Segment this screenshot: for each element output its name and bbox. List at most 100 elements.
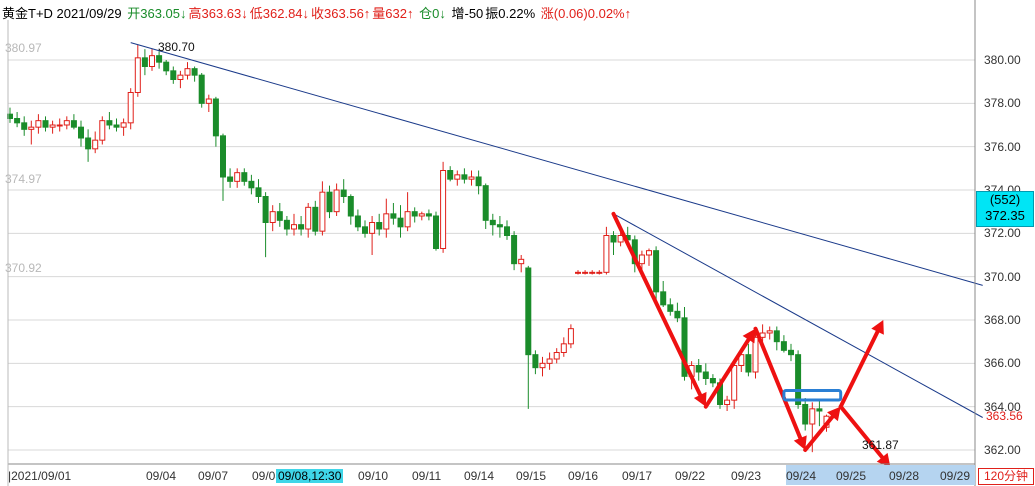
candle[interactable] [191,66,198,82]
candle[interactable] [518,255,525,273]
candle[interactable] [674,302,681,323]
candle[interactable] [461,168,468,184]
candle[interactable] [227,168,234,188]
candle[interactable] [511,231,518,271]
candle[interactable] [156,51,163,69]
trendline[interactable] [613,213,983,418]
candle[interactable] [220,133,226,201]
candle[interactable] [752,330,759,379]
candle[interactable] [376,213,383,236]
candle[interactable] [425,209,432,221]
candle[interactable] [141,49,148,76]
candle[interactable] [347,194,354,225]
candle[interactable] [724,395,731,411]
candle[interactable] [198,73,205,108]
candle[interactable] [56,118,63,132]
candle[interactable] [14,112,21,128]
candle[interactable] [475,170,482,195]
candle[interactable] [646,248,652,266]
candle[interactable] [681,307,688,381]
candle[interactable] [660,281,667,307]
candle[interactable] [63,116,70,130]
candle[interactable] [773,326,780,351]
candle[interactable] [539,356,546,377]
candle[interactable] [241,168,248,186]
candle[interactable] [418,211,425,221]
candle[interactable] [468,170,475,186]
candle[interactable] [78,120,84,147]
candle[interactable] [312,200,319,236]
candle[interactable] [496,216,503,238]
candle[interactable] [433,211,439,251]
candle[interactable] [788,343,794,362]
candle[interactable] [269,205,276,232]
candle[interactable] [802,398,809,431]
candle[interactable] [489,213,496,236]
candle-series[interactable] [7,44,830,453]
candle[interactable] [70,114,77,130]
candle[interactable] [283,216,290,236]
candle[interactable] [49,120,56,134]
candle[interactable] [653,246,660,301]
candle[interactable] [596,270,603,275]
candle[interactable] [326,185,333,219]
candle[interactable] [525,265,532,409]
candle[interactable] [667,298,674,316]
candle[interactable] [504,220,510,240]
candle[interactable] [255,179,262,203]
candle[interactable] [695,359,702,381]
candle[interactable] [440,161,447,253]
candle[interactable] [454,170,461,186]
candle[interactable] [546,352,553,370]
candle[interactable] [177,70,184,89]
candle[interactable] [276,203,283,227]
candle[interactable] [354,209,361,232]
candle[interactable] [319,181,326,236]
candle[interactable] [816,400,823,427]
candle[interactable] [85,129,92,162]
candle[interactable] [362,220,368,238]
candle[interactable] [369,216,376,255]
candle[interactable] [638,250,645,271]
candle[interactable] [745,343,752,377]
candle[interactable] [603,226,610,275]
candle[interactable] [92,131,99,154]
candle[interactable] [553,348,560,364]
current-price-box[interactable]: (552) 372.35 [976,191,1034,227]
candle[interactable] [411,207,418,223]
candle[interactable] [333,183,340,217]
candle[interactable] [248,174,255,195]
candle[interactable] [404,192,411,232]
period-selector[interactable]: 120分钟 [978,468,1034,485]
candle[interactable] [21,116,28,136]
candle[interactable] [291,213,297,236]
candle[interactable] [383,198,390,238]
candle[interactable] [134,44,141,97]
candle[interactable] [212,96,219,147]
candle[interactable] [340,179,347,203]
candle[interactable] [28,120,35,145]
candle[interactable] [567,324,574,349]
candle[interactable] [205,94,212,112]
candle[interactable] [234,168,241,188]
candle[interactable] [589,270,596,275]
candle[interactable] [35,114,42,134]
candle[interactable] [149,49,155,71]
candle[interactable] [170,66,177,84]
candle[interactable] [709,374,716,388]
candle[interactable] [184,62,191,80]
candle[interactable] [127,88,134,130]
trendlines[interactable] [130,42,983,418]
candle[interactable] [99,116,106,145]
candle[interactable] [120,118,127,136]
candle[interactable] [532,350,539,375]
candle[interactable] [582,270,589,275]
candle[interactable] [390,203,397,225]
candle[interactable] [610,231,617,255]
candle[interactable] [163,60,170,76]
candle[interactable] [575,270,581,275]
trendline[interactable] [130,42,983,286]
candle[interactable] [42,116,49,132]
candle[interactable] [702,363,709,385]
